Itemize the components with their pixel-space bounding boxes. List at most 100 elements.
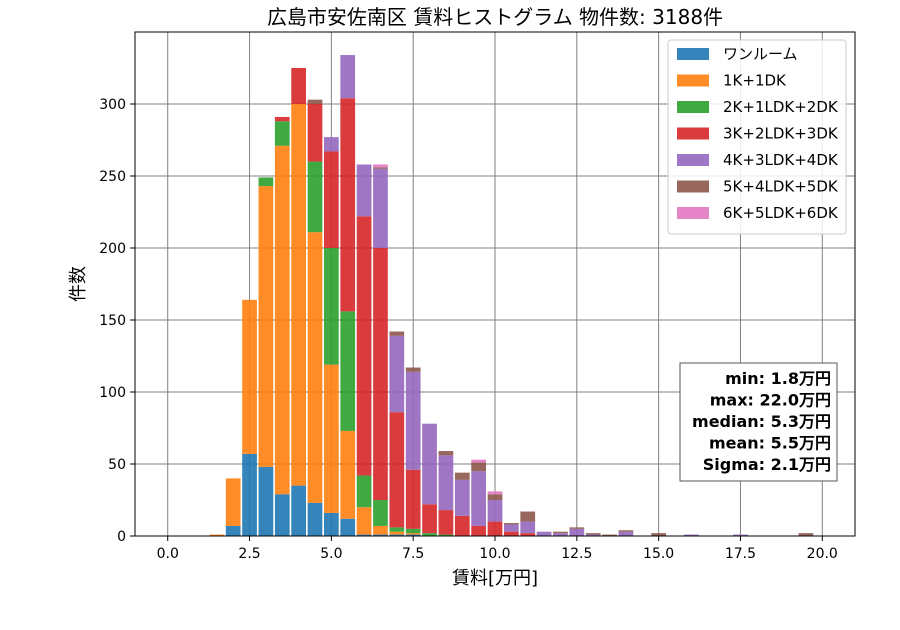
bar-segment-2 — [405, 533, 421, 535]
legend-label: ワンルーム — [723, 45, 798, 63]
bar-segment-3 — [324, 248, 339, 365]
bar-segment-1 — [373, 534, 388, 536]
bar-segment-5 — [585, 534, 601, 536]
bar-segment-1 — [274, 494, 290, 536]
x-tick-label: 7.5 — [402, 546, 424, 562]
bar-segment-4 — [389, 412, 405, 528]
bar-segment-5 — [618, 531, 634, 536]
bar-segment-2 — [340, 430, 356, 519]
legend-swatch — [677, 207, 709, 219]
bar-segment-3 — [405, 528, 421, 534]
legend-swatch — [677, 101, 709, 113]
x-tick-label: 20.0 — [807, 546, 838, 562]
bar-segment-4 — [291, 68, 306, 104]
bar-segment-1 — [389, 534, 405, 536]
bar-segment-6 — [487, 494, 503, 500]
x-tick-label: 5.0 — [320, 546, 342, 562]
y-tick-label: 200 — [99, 241, 126, 257]
bar-segment-4 — [438, 510, 454, 535]
bar-segment-1 — [307, 502, 323, 536]
bar-segment-4 — [307, 104, 323, 162]
bar-segment-1 — [291, 485, 306, 536]
legend-label: 5K+4LDK+5DK — [723, 178, 839, 196]
x-axis-label: 賃料[万円] — [452, 568, 538, 589]
bar-segment-7 — [471, 459, 486, 463]
bar-segment-5 — [733, 534, 748, 536]
bar-segment-6 — [504, 523, 519, 525]
bar-segment-5 — [471, 471, 486, 526]
bar-segment-5 — [454, 479, 470, 516]
stats-line: median: 5.3万円 — [692, 412, 831, 431]
y-tick-label: 300 — [99, 97, 126, 113]
bar-segment-2 — [324, 364, 339, 513]
bar-segment-4 — [504, 531, 519, 536]
legend-swatch — [677, 48, 709, 60]
bar-segment-6 — [651, 533, 666, 536]
legend-swatch — [677, 74, 709, 87]
bar-segment-4 — [324, 151, 339, 248]
bar-segment-6 — [585, 533, 601, 535]
legend-label: 2K+1LDK+2DK — [723, 98, 839, 116]
bar-segment-2 — [209, 534, 225, 536]
bar-segment-1 — [324, 512, 339, 536]
bar-segment-2 — [291, 104, 306, 486]
bar-segment-6 — [602, 534, 617, 536]
bar-segment-2 — [356, 507, 372, 535]
bar-segment-6 — [389, 331, 405, 336]
bar-segment-1 — [242, 453, 257, 536]
bar-segment-2 — [242, 299, 257, 454]
bar-segment-4 — [356, 216, 372, 476]
x-tick-label: 2.5 — [238, 546, 260, 562]
bar-segment-2 — [373, 525, 388, 535]
bar-segment-6 — [454, 472, 470, 480]
bar-segment-5 — [487, 500, 503, 522]
bar-segment-5 — [356, 164, 372, 217]
stats-box: min: 1.8万円 max: 22.0万円 median: 5.3万円 mean: … — [679, 362, 838, 482]
chart-title: 広島市安佐南区 賃料ヒストグラム 物件数: 3188件 — [267, 5, 723, 29]
y-tick-label: 150 — [99, 313, 126, 329]
bar-segment-2 — [225, 478, 241, 526]
bar-segment-3 — [274, 121, 290, 146]
bar-segment-3 — [373, 500, 388, 526]
legend-label: 6K+5LDK+6DK — [723, 204, 839, 222]
y-tick-label: 250 — [99, 169, 126, 185]
bar-segment-3 — [340, 311, 356, 431]
bar-segment-4 — [405, 469, 421, 529]
bar-segment-2 — [307, 232, 323, 503]
bar-segment-5 — [422, 423, 437, 505]
bar-segment-5 — [684, 534, 699, 536]
x-axis: 0.0 2.5 5.0 7.5 10.0 12.5 15.0 17.5 20.0 — [157, 536, 838, 562]
bar-segment-3 — [307, 161, 323, 233]
bar-segment-6 — [373, 167, 388, 169]
bar-segment-1 — [356, 534, 372, 536]
legend-label: 3K+2LDK+3DK — [723, 125, 839, 143]
bar-segment-6 — [618, 530, 634, 532]
bar-segment-4 — [471, 525, 486, 536]
stats-line: mean: 5.5万円 — [709, 434, 831, 453]
bar-segment-6 — [307, 99, 323, 104]
stats-line: max: 22.0万円 — [710, 391, 831, 410]
bar-segment-1 — [405, 534, 421, 536]
bar-segment-1 — [340, 518, 356, 536]
bar-segment-5 — [520, 521, 536, 534]
bar-segment-5 — [504, 524, 519, 532]
bar-segment-1 — [225, 525, 241, 536]
y-axis-label: 件数 — [68, 266, 89, 302]
legend-swatch — [677, 180, 709, 193]
legend-swatch — [677, 127, 709, 140]
bar-segment-5 — [569, 528, 585, 536]
bar-segment-6 — [405, 367, 421, 372]
bar-segment-3 — [422, 533, 437, 536]
x-tick-label: 12.5 — [561, 546, 592, 562]
bar-segment-3 — [438, 534, 454, 536]
bar-segment-4 — [373, 248, 388, 500]
y-tick-label: 50 — [108, 457, 126, 473]
legend-label: 1K+1DK — [723, 72, 787, 90]
stats-line: min: 1.8万円 — [725, 369, 831, 388]
bar-segment-2 — [389, 531, 405, 535]
y-axis: 0 50 100 150 200 250 300 — [99, 97, 135, 545]
bar-segment-7 — [487, 491, 503, 495]
bar-segment-5 — [553, 533, 568, 536]
stats-line: Sigma: 2.1万円 — [703, 455, 831, 474]
y-tick-label: 100 — [99, 385, 126, 401]
